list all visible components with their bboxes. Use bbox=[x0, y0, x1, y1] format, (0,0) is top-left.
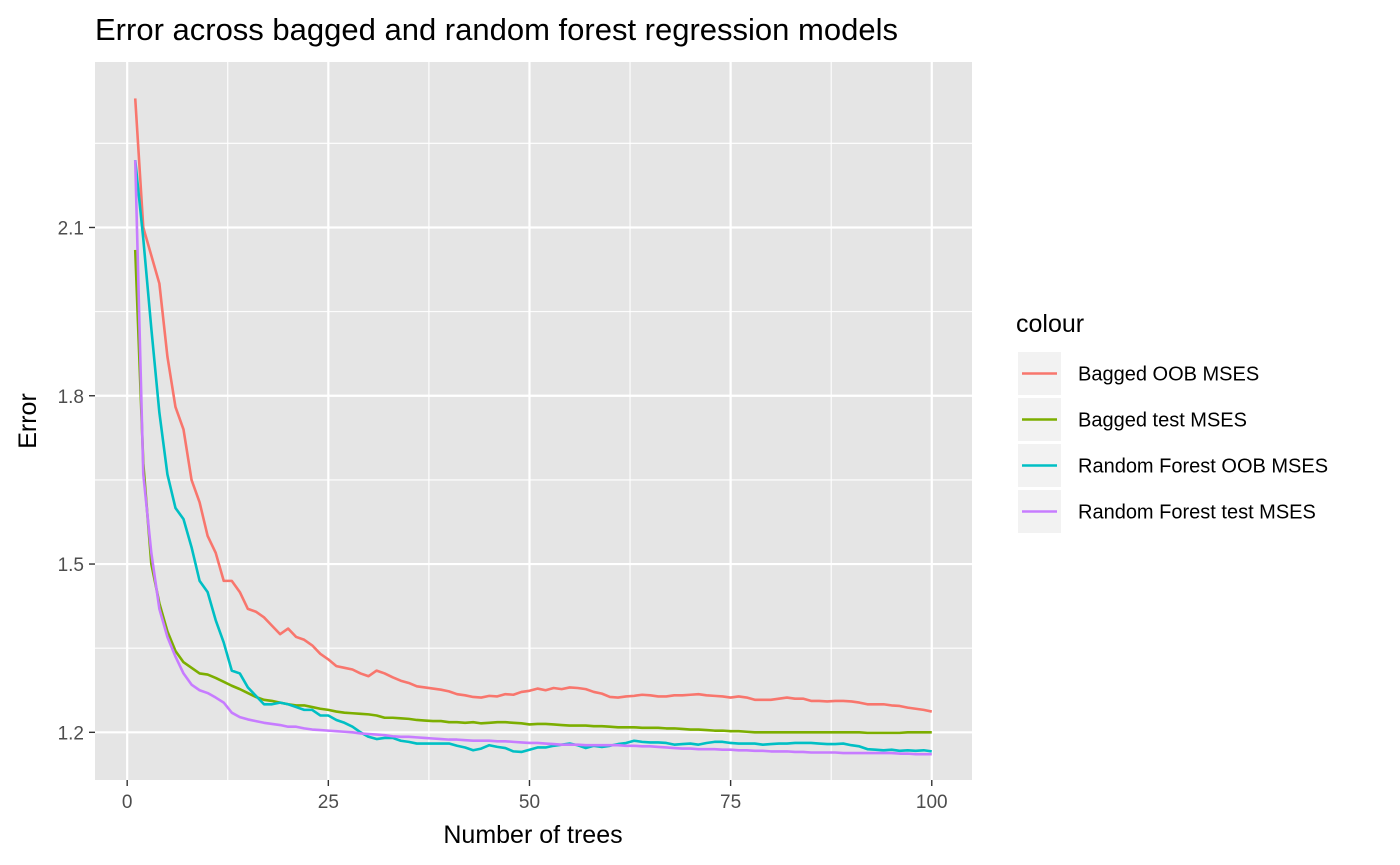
legend-label-random-forest-test-mses: Random Forest test MSES bbox=[1078, 502, 1316, 524]
legend-label-random-forest-oob-mses: Random Forest OOB MSES bbox=[1078, 456, 1328, 478]
x-axis: 0 25 50 75 100 bbox=[122, 780, 948, 813]
legend-label-bagged-oob-mses: Bagged OOB MSES bbox=[1078, 364, 1259, 386]
grid-minor bbox=[95, 62, 972, 780]
x-tick-label: 100 bbox=[916, 792, 948, 813]
y-tick-label: 1.2 bbox=[58, 723, 84, 744]
x-tick-label: 0 bbox=[122, 792, 133, 813]
x-tick-label: 75 bbox=[720, 792, 741, 813]
x-axis-title: Number of trees bbox=[443, 821, 622, 849]
y-axis: 1.2 1.5 1.8 2.1 bbox=[58, 218, 95, 744]
x-tick-label: 50 bbox=[519, 792, 540, 813]
y-tick-label: 2.1 bbox=[58, 218, 84, 239]
plot-panel bbox=[95, 62, 972, 780]
y-tick-label: 1.5 bbox=[58, 555, 84, 576]
series-line-bagged-test-mses bbox=[133, 249, 932, 735]
legend-items: Bagged OOB MSES Bagged test MSES Random Fo… bbox=[1018, 352, 1328, 533]
series-line-random-forest-test-mses bbox=[133, 160, 932, 756]
chart-title: Error across bagged and random forest re… bbox=[95, 12, 898, 47]
x-tick-label: 25 bbox=[318, 792, 339, 813]
legend-title: colour bbox=[1016, 310, 1084, 338]
y-axis-title: Error bbox=[14, 393, 42, 449]
series-line-bagged-oob-mses bbox=[133, 98, 933, 713]
legend: colour Bagged OOB MSES Bagged test MSES Ra… bbox=[1016, 310, 1328, 533]
series-line-random-forest-oob-mses bbox=[133, 160, 932, 754]
series-lines bbox=[133, 98, 933, 756]
y-tick-label: 1.8 bbox=[58, 387, 84, 408]
legend-label-bagged-test-mses: Bagged test MSES bbox=[1078, 410, 1247, 432]
